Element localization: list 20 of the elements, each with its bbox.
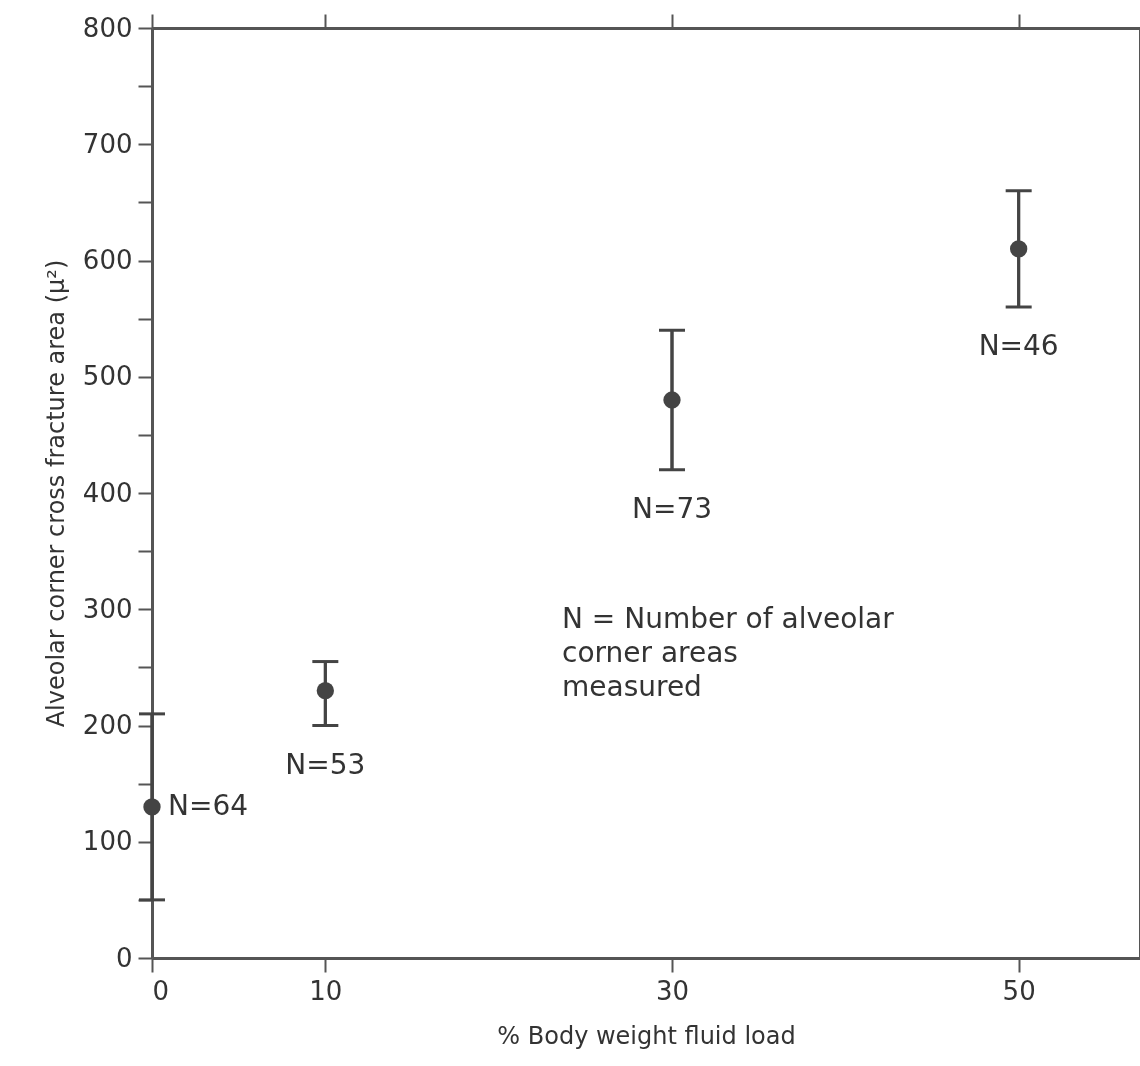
annotation: N=53 xyxy=(285,747,366,781)
x-tick-label: 30 xyxy=(655,975,690,1006)
y-tick-label: 200 xyxy=(82,710,133,740)
y-tick-label: 300 xyxy=(82,593,133,624)
y-tick-label: 600 xyxy=(82,245,133,275)
x-tick-label: 10 xyxy=(309,975,343,1006)
x-tick-label: 50 xyxy=(1002,975,1036,1006)
annotation: N=46 xyxy=(978,329,1059,362)
annotation: N=73 xyxy=(631,491,713,525)
y-tick-label: 0 xyxy=(115,942,133,973)
y-tick-label: 100 xyxy=(82,826,133,857)
y-tick-label: 700 xyxy=(82,128,133,159)
y-axis-title: Alveolar corner cross fracture area (μ²) xyxy=(41,259,70,728)
annotation: N = Number of alveolar corner areas measured xyxy=(562,602,895,703)
annotation: N=64 xyxy=(168,788,249,822)
y-tick-label: 400 xyxy=(82,477,133,508)
y-tick-label: 800 xyxy=(82,12,133,43)
x-tick-label: 0 xyxy=(152,975,170,1006)
x-axis-title: % Body weight fluid load xyxy=(497,1021,796,1050)
y-tick-label: 500 xyxy=(82,361,133,392)
